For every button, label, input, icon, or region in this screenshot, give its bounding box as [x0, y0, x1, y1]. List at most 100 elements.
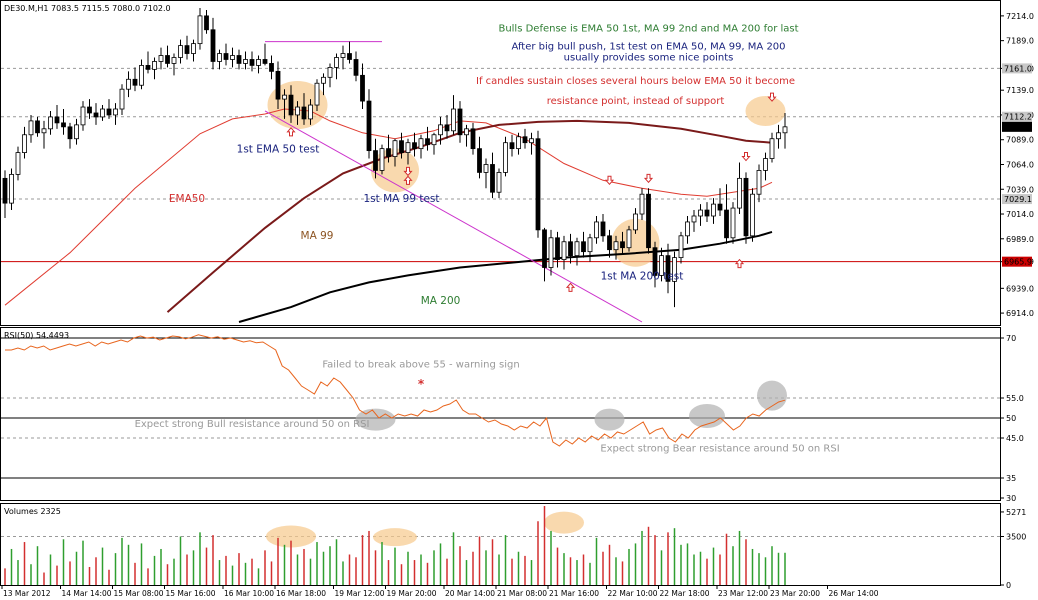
down-arrow-3 [741, 152, 751, 162]
candle-body [737, 177, 742, 209]
ma-label-0: 1st EMA 50 test [237, 144, 320, 156]
candle [672, 251, 677, 308]
candle-body [516, 136, 521, 150]
candle-body [639, 193, 645, 215]
candle [171, 53, 177, 76]
annotation-0: Bulls Defense is EMA 50 1st, MA 99 2nd a… [498, 24, 798, 35]
candle-body [236, 55, 242, 64]
price-flag-box [1002, 63, 1032, 74]
candle-body [763, 158, 768, 171]
candle [327, 63, 333, 88]
candle-body [399, 140, 404, 153]
candle-body [119, 88, 125, 110]
up-arrow-1 [403, 175, 413, 185]
candle-body [678, 235, 684, 259]
rsi-marker: * [418, 377, 425, 391]
candle [295, 101, 300, 125]
candle [132, 67, 138, 92]
candle-body [301, 106, 307, 120]
candle [288, 85, 294, 123]
candle-body [152, 61, 157, 70]
candle [28, 114, 34, 143]
candle-body [386, 148, 391, 157]
candle-body [509, 142, 515, 150]
candle [113, 103, 118, 125]
candle [574, 237, 580, 266]
candle-body [483, 164, 489, 173]
candle [698, 204, 703, 226]
candle-body [191, 43, 196, 54]
candle [41, 120, 47, 149]
candle-body [451, 108, 456, 132]
candle [282, 89, 287, 119]
candle-body [717, 203, 723, 211]
candle [347, 41, 352, 64]
price-labels: 1st EMA 50 test 1st MA 99 test 1st MA 200 … [169, 24, 799, 307]
rsi-label-1: Expect strong Bull resistance around 50 … [135, 419, 370, 430]
candle [392, 138, 398, 167]
candle [620, 231, 625, 254]
candle-body [139, 65, 144, 86]
rsi-tick-label: 50 [1006, 414, 1016, 423]
candle [516, 132, 521, 155]
candle [80, 101, 86, 131]
candle-body [431, 134, 437, 146]
down-arrow-2 [643, 173, 654, 184]
candle-body [555, 237, 560, 260]
time-tick-label: 13 Mar 2012 [3, 589, 51, 598]
candle [405, 138, 411, 165]
candle [646, 188, 651, 254]
candle-body [61, 122, 66, 128]
candle [652, 241, 658, 288]
candle-body [113, 108, 118, 116]
symbol-header: DE30.M,H1 7083.5 7115.5 7080.0 7102.0 [4, 4, 171, 13]
candle [301, 93, 307, 125]
rsi-highlight-2 [689, 404, 725, 428]
price-tick-label: 7089.0 [1006, 136, 1034, 145]
candle-body [15, 152, 21, 175]
candle-body [490, 164, 495, 193]
candle [191, 39, 196, 62]
volume-axis: 5271 3500 0 [1000, 508, 1026, 590]
candle [223, 43, 229, 66]
annotation-1: After big bull push, 1st test on EMA 50,… [511, 42, 785, 53]
time-tick-label: 26 Mar 14:00 [829, 589, 879, 598]
volume-bars [4, 506, 786, 585]
candle [373, 138, 378, 179]
candle-body [93, 112, 99, 118]
candle-body [145, 65, 151, 70]
candle-body [496, 172, 502, 193]
up-arrow-3 [734, 258, 745, 269]
volume-title: Volumes 2325 [4, 507, 61, 516]
candle [678, 231, 684, 264]
ma-label-1: 1st MA 99 test [363, 193, 439, 205]
candle-body [184, 45, 190, 54]
candle-body [373, 150, 378, 171]
up-arrow-2 [565, 282, 576, 292]
price-flag-label: 6965.9 [1004, 258, 1032, 267]
candle-body [574, 241, 580, 257]
time-tick-label: 22 Mar 18:00 [660, 589, 710, 598]
candle [561, 235, 567, 270]
candle [457, 101, 463, 143]
candle [184, 35, 190, 60]
rsi-label-2: Expect strong Bear resistance around 50 … [600, 444, 839, 455]
volume-panel[interactable]: Volumes 2325 5271 3500 0 [0, 503, 1027, 591]
candle [386, 134, 391, 163]
down-arrow-4 [767, 92, 777, 102]
candle-body [165, 55, 170, 64]
candle-body [730, 207, 736, 239]
candle-body [54, 116, 60, 124]
rsi-panel[interactable]: RSI(50) 54.4493 Failed to break above 55… [0, 327, 1024, 504]
ma-line-1 [166, 119, 773, 313]
ma-line-0 [4, 108, 773, 306]
candle [490, 152, 495, 199]
candle [197, 7, 203, 50]
time-tick-label: 21 Mar 08:00 [497, 589, 547, 598]
candle-body [48, 116, 53, 130]
candle-body [522, 136, 528, 144]
candle [782, 112, 788, 149]
price-panel[interactable]: DE30.M,H1 7083.5 7115.5 7080.0 7102.0 1s… [0, 0, 1035, 326]
